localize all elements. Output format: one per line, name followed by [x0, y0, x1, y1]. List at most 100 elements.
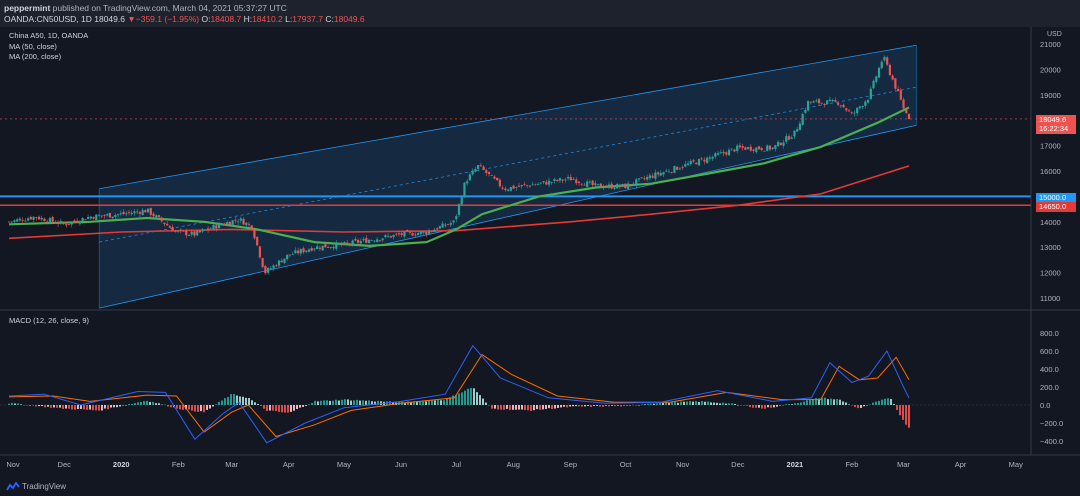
candle-body	[245, 222, 248, 225]
symbol-label[interactable]: OANDA:CN50USD, 1D	[4, 14, 92, 24]
macd-histogram-bar	[182, 405, 184, 410]
regression-channel[interactable]	[98, 44, 917, 309]
candle-body	[226, 222, 229, 225]
candle-body	[242, 218, 245, 225]
candle-body	[599, 183, 602, 188]
macd-histogram-bar	[104, 405, 106, 409]
candle-body	[392, 234, 395, 238]
publisher-name[interactable]: peppermint	[4, 3, 51, 13]
symbol-legend[interactable]: China A50, 1D, OANDA	[9, 31, 89, 40]
candle-body	[384, 235, 387, 238]
candle-body	[54, 222, 57, 224]
macd-histogram-bar	[536, 405, 538, 410]
price-tick-label: 12000	[1040, 269, 1061, 278]
macd-pane	[0, 344, 1031, 444]
macd-histogram-bar	[410, 402, 412, 405]
candle-body	[588, 181, 592, 183]
candle-body	[430, 231, 433, 233]
axes[interactable]: 1100012000130001400015000160001700018000…	[0, 27, 1080, 469]
macd-histogram-bar	[893, 404, 895, 405]
candle-body	[905, 109, 908, 114]
macd-histogram-bar	[425, 401, 427, 405]
price-tick-label: 17000	[1040, 142, 1061, 151]
candle-body	[89, 216, 92, 219]
candle-body	[294, 250, 297, 254]
channel-mid-line	[99, 86, 917, 243]
macd-tick-label: −400.0	[1040, 437, 1063, 446]
candle-body	[329, 247, 332, 248]
level-blue-tag: 15000.0	[1036, 193, 1076, 203]
candle-body	[441, 223, 444, 228]
macd-histogram-bar	[230, 394, 232, 405]
candle-body	[296, 250, 300, 254]
macd-histogram-bar	[221, 400, 223, 405]
horizontal-levels[interactable]	[0, 118, 1031, 207]
macd-histogram-bar	[110, 405, 112, 408]
candle-body	[667, 171, 671, 173]
candle-body	[605, 186, 608, 188]
candle-body	[438, 226, 442, 229]
macd-histogram-bar	[248, 398, 250, 405]
candle-body	[856, 107, 859, 114]
macd-histogram-bar	[212, 405, 214, 407]
macd-histogram-bar	[617, 405, 619, 406]
macd-histogram-bar	[497, 405, 499, 410]
channel-fill	[99, 45, 917, 309]
candle-body	[509, 187, 512, 191]
candle-body	[621, 183, 624, 186]
macd-histogram-bar	[281, 405, 283, 413]
macd-histogram-bar	[107, 405, 109, 410]
ma50-line	[8, 106, 910, 248]
macd-histogram-bar	[842, 401, 844, 405]
candle-body	[187, 234, 191, 236]
macd-histogram-bar	[41, 405, 43, 407]
candle-body	[806, 101, 810, 111]
macd-histogram-bar	[461, 392, 463, 405]
candle-body	[569, 177, 572, 181]
macd-histogram-bar	[695, 401, 697, 405]
macd-histogram-bar	[266, 405, 268, 411]
macd-histogram-bar	[863, 405, 865, 407]
candle-body	[706, 157, 709, 164]
candle-body	[646, 176, 649, 180]
candle-body	[122, 211, 125, 215]
candle-body	[348, 243, 352, 245]
candle-body	[220, 224, 223, 226]
candle-body	[152, 213, 155, 217]
candle-body	[119, 213, 122, 215]
candle-body	[422, 231, 425, 233]
price-tick-label: 11000	[1040, 294, 1060, 303]
candle-body	[403, 231, 406, 237]
publish-info: peppermint published on TradingView.com,…	[4, 3, 287, 13]
macd-histogram-bar	[83, 405, 85, 410]
candle-body	[182, 230, 185, 232]
macd-histogram-bar	[167, 405, 169, 407]
candle-body	[643, 178, 646, 180]
candle-body	[752, 149, 755, 151]
macd-legend[interactable]: MACD (12, 26, close, 9)	[9, 316, 90, 325]
macd-histogram-bar	[440, 400, 442, 405]
macd-tick-label: 400.0	[1040, 365, 1059, 374]
candle-body	[397, 233, 401, 235]
macd-histogram-bar	[68, 405, 70, 409]
candle-body	[659, 172, 662, 176]
candle-body	[801, 114, 804, 125]
ma200-legend[interactable]: MA (200, close)	[9, 52, 62, 61]
macd-histogram-bar	[422, 400, 424, 405]
macd-histogram-bar	[119, 405, 121, 407]
price-chart[interactable]: 1100012000130001400015000160001700018000…	[0, 27, 1080, 476]
candle-body	[760, 148, 763, 151]
candle-body	[149, 208, 152, 215]
candle-body	[133, 211, 136, 214]
ma50-legend[interactable]: MA (50, close)	[9, 42, 57, 51]
candle-body	[798, 123, 802, 131]
macd-histogram-bar	[407, 401, 409, 405]
macd-histogram-bar	[848, 404, 850, 405]
macd-histogram-bar	[758, 405, 760, 408]
macd-histogram-bar	[689, 401, 691, 405]
macd-histogram-bar	[644, 404, 646, 405]
time-tick-label: Mar	[897, 460, 910, 469]
candle-body	[815, 100, 818, 102]
candle-body	[51, 217, 54, 222]
candle-body	[43, 218, 46, 222]
